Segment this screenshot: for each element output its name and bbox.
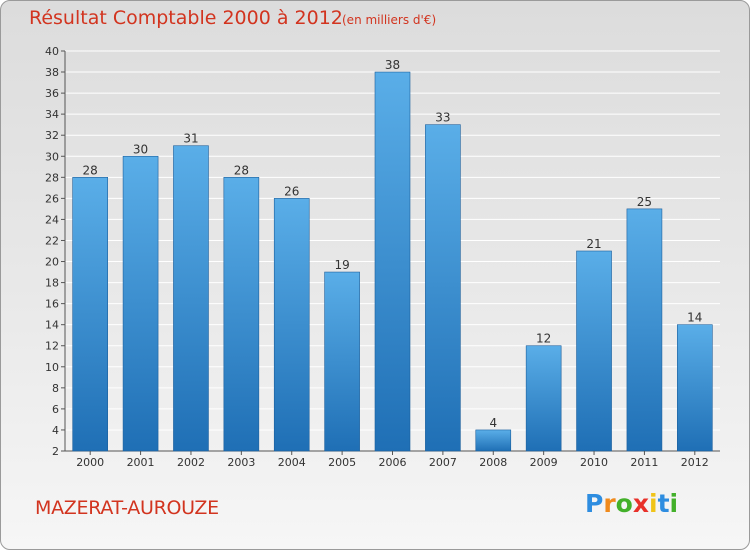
- value-label-2005: 19: [334, 258, 349, 272]
- logo-letter: t: [657, 489, 670, 518]
- value-label-2002: 31: [183, 132, 198, 146]
- y-tick-label: 30: [45, 150, 59, 163]
- y-tick-label: 28: [45, 171, 59, 184]
- logo-letter: o: [615, 489, 633, 518]
- x-tick-label-2003: 2003: [227, 456, 255, 469]
- y-tick-label: 20: [45, 256, 59, 269]
- bar-2012: [677, 324, 713, 452]
- x-tick-label-2000: 2000: [76, 456, 104, 469]
- logo-letter: i: [669, 489, 679, 518]
- y-tick-label: 16: [45, 298, 59, 311]
- logo-letter: x: [632, 489, 649, 518]
- x-tick-label-2001: 2001: [127, 456, 155, 469]
- x-tick-label-2007: 2007: [429, 456, 457, 469]
- commune-name: MAZERAT-AUROUZE: [35, 497, 219, 519]
- y-tick-label: 10: [45, 361, 59, 374]
- y-tick-label: 24: [45, 213, 59, 226]
- bar-2001: [122, 155, 159, 452]
- value-label-2011: 25: [637, 195, 652, 209]
- x-tick-label-2004: 2004: [278, 456, 306, 469]
- x-tick-label-2002: 2002: [177, 456, 205, 469]
- value-label-2007: 33: [435, 111, 450, 125]
- bar-2009: [525, 345, 562, 452]
- value-label-2001: 30: [133, 142, 148, 156]
- bar-2005: [324, 271, 360, 452]
- y-tick-label: 40: [45, 45, 59, 58]
- chart-title: Résultat Comptable 2000 à 2012: [29, 7, 343, 29]
- bar-2010: [576, 250, 612, 452]
- y-tick-label: 32: [45, 129, 59, 142]
- bar-2000: [72, 177, 108, 452]
- y-tick-label: 4: [52, 424, 59, 437]
- y-tick-label: 26: [45, 192, 59, 205]
- value-label-2006: 38: [385, 58, 400, 72]
- value-label-2008: 4: [489, 416, 497, 430]
- bar-2002: [173, 145, 209, 452]
- value-label-2010: 21: [586, 237, 601, 251]
- y-tick-label: 18: [45, 277, 59, 290]
- logo-letter: i: [649, 489, 658, 518]
- value-label-2000: 28: [83, 163, 98, 177]
- logo-letter: r: [603, 489, 616, 518]
- y-tick-label: 34: [45, 108, 59, 121]
- value-label-2004: 26: [284, 184, 299, 198]
- proxiti-logo[interactable]: Proxiti: [585, 489, 678, 518]
- logo-letter: P: [585, 489, 604, 518]
- y-tick-label: 8: [52, 382, 59, 395]
- x-tick-label-2005: 2005: [328, 456, 356, 469]
- bar-2004: [273, 198, 310, 452]
- y-tick-label: 36: [45, 87, 59, 100]
- chart-subtitle: (en milliers d'€): [342, 13, 437, 27]
- y-tick-label: 22: [45, 234, 59, 247]
- y-tick-label: 2: [52, 445, 59, 458]
- x-tick-label-2012: 2012: [681, 456, 709, 469]
- value-label-2012: 14: [687, 311, 702, 325]
- bar-2007: [425, 124, 461, 452]
- bar-2008: [475, 429, 512, 452]
- bar-2006: [374, 71, 411, 452]
- y-tick-label: 38: [45, 66, 59, 79]
- x-tick-label-2008: 2008: [479, 456, 507, 469]
- bar-2003: [223, 177, 260, 452]
- x-tick-label-2011: 2011: [630, 456, 658, 469]
- y-tick-label: 14: [45, 319, 59, 332]
- y-tick-label: 6: [52, 403, 59, 416]
- x-tick-label-2010: 2010: [580, 456, 608, 469]
- bar-2011: [626, 208, 663, 452]
- x-tick-label-2006: 2006: [379, 456, 407, 469]
- value-label-2009: 12: [536, 332, 551, 346]
- y-tick-label: 12: [45, 340, 59, 353]
- x-tick-label-2009: 2009: [530, 456, 558, 469]
- value-label-2003: 28: [234, 163, 249, 177]
